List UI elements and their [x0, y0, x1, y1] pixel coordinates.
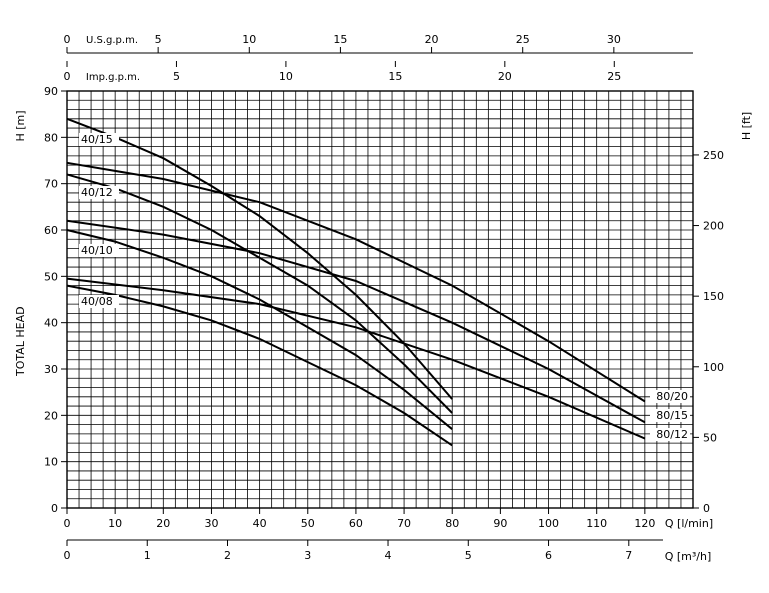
x2-axis-label: Q [m³/h]: [665, 550, 712, 563]
y-tick-label: 0: [51, 502, 58, 515]
x-tick-label: 50: [301, 517, 315, 530]
grid: [66, 90, 694, 509]
series-label: 40/12: [81, 186, 113, 199]
series-label-bg: [650, 428, 690, 441]
x4-tick-label: 15: [388, 70, 402, 83]
series-label: 40/15: [81, 133, 113, 146]
y-tick-label: 20: [44, 409, 58, 422]
series-label-bg: [79, 133, 119, 146]
curve-80-15: [66, 219, 646, 424]
x4-tick-label: 10: [279, 70, 293, 83]
y-tick-label: 90: [44, 85, 58, 98]
series-label-bg: [650, 409, 690, 422]
x-tick-label: 120: [634, 517, 655, 530]
x-tick-label: 80: [445, 517, 459, 530]
y-tick-label: 30: [44, 363, 58, 376]
series-label: 80/15: [656, 409, 688, 422]
y-axis-title: TOTAL HEAD: [14, 306, 27, 377]
y-tick-label: 40: [44, 317, 58, 330]
x4-axis-label: Imp.g.p.m.: [86, 72, 140, 83]
axes: [61, 47, 699, 546]
x2-tick-label: 4: [385, 549, 392, 562]
y-tick-label: 50: [44, 270, 58, 283]
x2-tick-label: 3: [304, 549, 311, 562]
curves: [66, 117, 646, 447]
series-label-bg: [79, 186, 119, 199]
x4-tick-label: 5: [173, 70, 180, 83]
series-label-bg: [650, 390, 690, 403]
x2-tick-label: 6: [545, 549, 552, 562]
x4-tick-label: 0: [64, 70, 71, 83]
y2-axis-label: H [ft]: [740, 112, 753, 140]
x-tick-label: 30: [204, 517, 218, 530]
series-label-bg: [79, 244, 119, 257]
y2-tick-label: 250: [703, 149, 724, 162]
y-axis-label: H [m]: [14, 110, 27, 141]
y-tick-label: 10: [44, 456, 58, 469]
x3-tick-label: 20: [425, 33, 439, 46]
series-label-bg: [79, 295, 119, 308]
x-tick-label: 100: [538, 517, 559, 530]
x2-tick-label: 2: [224, 549, 231, 562]
x-tick-label: 40: [253, 517, 267, 530]
series-label: 80/12: [656, 428, 688, 441]
x-tick-label: 10: [108, 517, 122, 530]
y2-tick-label: 150: [703, 290, 724, 303]
curve-80-12: [66, 277, 646, 440]
curve-40-08: [66, 284, 453, 447]
y-tick-label: 60: [44, 224, 58, 237]
x3-tick-label: 10: [242, 33, 256, 46]
x3-tick-label: 25: [516, 33, 530, 46]
x3-tick-label: 5: [155, 33, 162, 46]
y2-tick-label: 0: [703, 502, 710, 515]
y2-tick-label: 50: [703, 431, 717, 444]
y-tick-label: 70: [44, 178, 58, 191]
curve-40-15: [66, 117, 453, 400]
curve-40-10: [66, 229, 453, 430]
x4-tick-label: 25: [607, 70, 621, 83]
plot-frame: [66, 90, 694, 509]
series-label: 80/20: [656, 390, 688, 403]
x-tick-label: 90: [493, 517, 507, 530]
x-tick-label: 70: [397, 517, 411, 530]
x3-axis-label: U.S.g.p.m.: [86, 35, 138, 46]
curve-80-20: [66, 161, 646, 403]
x-tick-label: 20: [156, 517, 170, 530]
y-tick-label: 80: [44, 131, 58, 144]
x4-tick-label: 20: [498, 70, 512, 83]
x2-tick-label: 7: [625, 549, 632, 562]
x2-tick-label: 0: [64, 549, 71, 562]
series-label: 40/10: [81, 244, 113, 257]
x3-tick-label: 30: [607, 33, 621, 46]
curve-labels: 40/15 40/12 40/10 40/08 80/20 80/15 80/12: [79, 133, 690, 441]
x-axis-label: Q [l/min]: [665, 517, 713, 530]
curve-40-12: [66, 173, 453, 414]
x2-tick-label: 5: [465, 549, 472, 562]
y2-tick-label: 200: [703, 220, 724, 233]
x3-tick-label: 0: [64, 33, 71, 46]
x3-tick-label: 15: [333, 33, 347, 46]
series-label: 40/08: [81, 295, 113, 308]
y2-tick-label: 100: [703, 361, 724, 374]
x-tick-label: 110: [586, 517, 607, 530]
x-tick-label: 60: [349, 517, 363, 530]
x2-tick-label: 1: [144, 549, 151, 562]
x-tick-label: 0: [64, 517, 71, 530]
